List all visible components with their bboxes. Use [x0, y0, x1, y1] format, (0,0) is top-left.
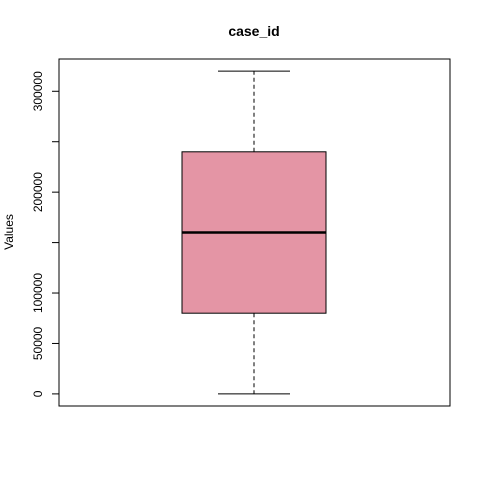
y-tick-label: 300000 — [31, 71, 45, 111]
y-tick-label: 0 — [31, 390, 45, 397]
y-axis: 0 50000 100000 200000 300000 — [31, 71, 60, 397]
y-tick-label: 50000 — [31, 326, 45, 360]
chart-title: case_id — [228, 23, 279, 39]
box-group — [181, 70, 327, 395]
y-tick-label: 200000 — [31, 172, 45, 212]
y-tick-label: 100000 — [31, 273, 45, 313]
y-axis-label: Values — [2, 214, 16, 250]
